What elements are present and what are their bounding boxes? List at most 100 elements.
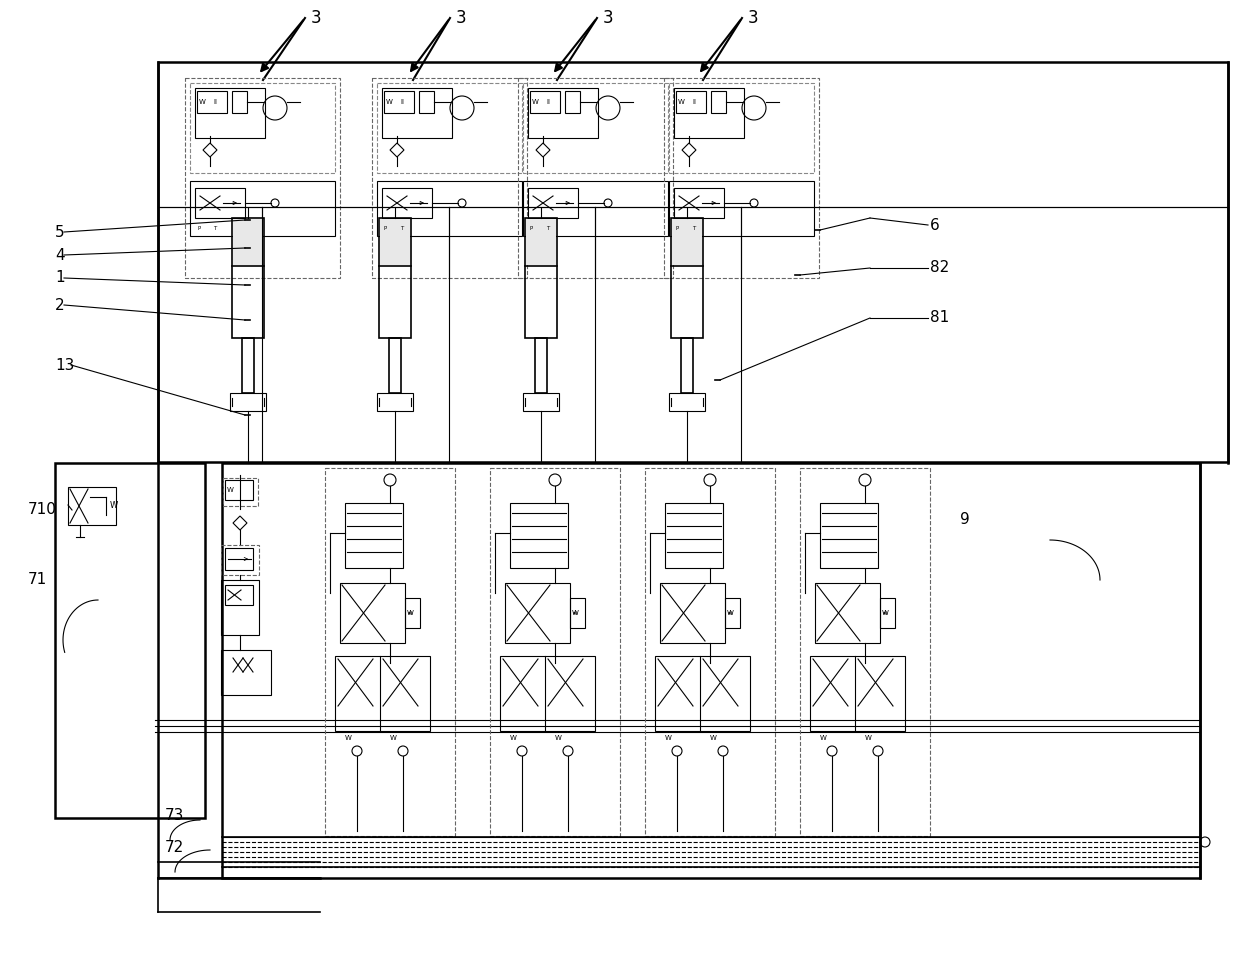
Text: W: W [556,735,562,741]
Bar [335,656,430,731]
Bar [224,480,253,500]
Text: P: P [384,225,387,231]
Text: 3: 3 [311,9,321,27]
Bar [379,218,410,338]
Text: P: P [529,225,533,231]
Bar [233,219,263,264]
Text: II: II [401,99,404,105]
Bar [242,338,254,393]
Bar [221,580,259,635]
Bar [675,88,744,138]
Text: W: W [391,735,397,741]
Text: P: P [676,225,680,231]
Bar [377,393,413,411]
Bar [384,91,414,113]
Bar [526,219,556,264]
Text: T: T [546,225,549,231]
Bar [645,468,775,836]
Bar [529,91,560,113]
Text: W: W [727,610,734,616]
Text: W: W [510,735,517,741]
Text: 73: 73 [165,809,185,824]
Text: T: T [692,225,696,231]
Bar [528,188,578,218]
Text: 3: 3 [603,9,614,27]
Text: W: W [572,610,579,616]
Bar [676,91,706,113]
Bar [528,88,598,138]
Text: W: W [345,735,352,741]
Bar [340,583,405,643]
Bar [157,62,1228,462]
Text: 3: 3 [748,9,759,27]
Bar [565,91,580,113]
Bar [222,463,1200,878]
Bar [377,83,522,173]
Bar [820,503,878,568]
Bar [672,219,702,264]
Bar [224,585,253,605]
Bar [534,338,547,393]
Text: 6: 6 [930,217,940,233]
Text: 4: 4 [55,247,64,262]
Bar [671,218,703,338]
Text: W: W [386,99,393,105]
Text: 13: 13 [55,357,74,373]
Text: T: T [401,225,403,231]
Bar [405,598,420,628]
Bar [382,88,453,138]
Bar [800,468,930,836]
Bar [185,78,340,278]
Text: 71: 71 [29,573,47,587]
Bar [190,181,335,236]
Text: W: W [866,735,872,741]
Bar [665,503,723,568]
Bar [670,181,813,236]
Text: 82: 82 [930,261,950,276]
Bar [505,583,570,643]
Bar [523,393,559,411]
Bar [510,503,568,568]
Bar [197,91,227,113]
Text: W: W [532,99,539,105]
Bar [190,83,335,173]
Text: W: W [227,487,234,493]
Bar [655,656,750,731]
Bar [670,393,706,411]
Bar [570,598,585,628]
Bar [523,181,668,236]
Text: W: W [882,610,889,616]
Bar [223,478,258,506]
Bar [525,218,557,338]
Bar [232,91,247,113]
Text: W: W [407,610,414,616]
Text: W: W [820,735,827,741]
Text: W: W [198,99,206,105]
Bar [660,583,725,643]
Bar [500,656,595,731]
Bar [419,91,434,113]
Bar [55,463,205,818]
Bar [711,91,725,113]
Text: II: II [213,99,217,105]
Bar [880,598,895,628]
Bar [195,188,246,218]
Bar [221,650,272,695]
Text: 72: 72 [165,840,185,855]
Bar [490,468,620,836]
Bar [195,88,265,138]
Text: W: W [110,500,118,510]
Text: P: P [197,225,200,231]
Bar [670,83,813,173]
Text: 5: 5 [55,224,64,240]
Text: 3: 3 [456,9,466,27]
Bar [523,83,668,173]
Bar [663,78,818,278]
Bar [518,78,673,278]
Bar [681,338,693,393]
Bar [389,338,401,393]
Text: II: II [546,99,551,105]
Bar [675,188,724,218]
Bar [345,503,403,568]
Bar [725,598,740,628]
